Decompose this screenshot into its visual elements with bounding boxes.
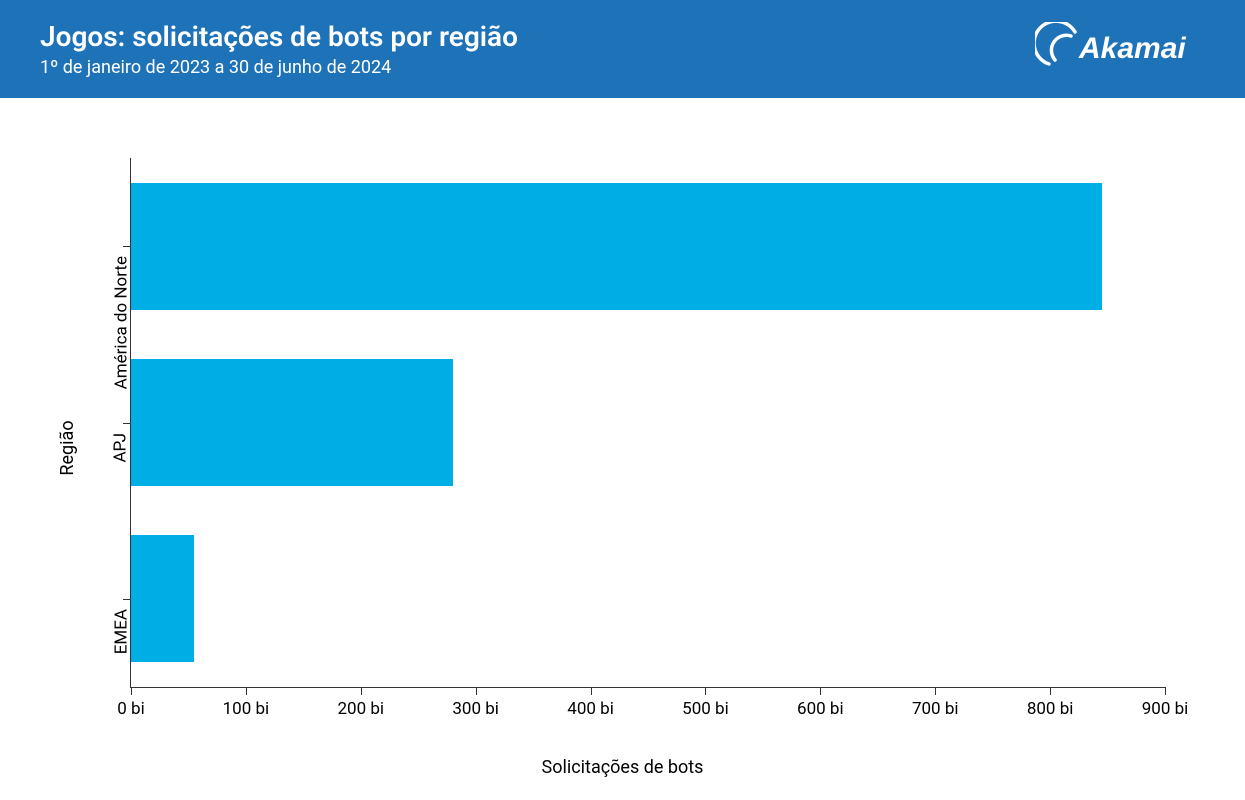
x-tick-mark	[820, 687, 821, 695]
chart-subtitle: 1º de janeiro de 2023 a 30 de junho de 2…	[40, 57, 518, 78]
plot-area: América do NorteAPJEMEA0 bi100 bi200 bi3…	[130, 158, 1165, 688]
bar	[131, 359, 453, 486]
chart-area: Região Solicitações de bots América do N…	[0, 98, 1245, 798]
x-tick-label: 800 bi	[1027, 699, 1074, 719]
x-tick-mark	[131, 687, 132, 695]
chart-title: Jogos: solicitações de bots por região	[40, 20, 518, 53]
akamai-logo-icon: Akamai	[1035, 22, 1205, 76]
chart-header: Jogos: solicitações de bots por região 1…	[0, 0, 1245, 98]
x-tick-mark	[1050, 687, 1051, 695]
x-tick-label: 0 bi	[117, 699, 144, 719]
y-axis-title: Região	[57, 420, 78, 475]
bar	[131, 183, 1102, 310]
x-tick-label: 300 bi	[452, 699, 499, 719]
bar-row	[131, 183, 1102, 310]
bar-row	[131, 535, 194, 662]
x-tick-label: 500 bi	[682, 699, 729, 719]
bar-row	[131, 359, 453, 486]
y-tick-label: APJ	[111, 433, 131, 463]
x-tick-label: 700 bi	[912, 699, 959, 719]
logo-text: Akamai	[1078, 32, 1186, 65]
x-tick-label: 100 bi	[223, 699, 270, 719]
y-tick-mark	[123, 246, 131, 247]
x-axis-title: Solicitações de bots	[542, 757, 704, 778]
x-tick-mark	[705, 687, 706, 695]
x-tick-mark	[246, 687, 247, 695]
y-tick-label: América do Norte	[111, 256, 131, 389]
x-tick-label: 200 bi	[337, 699, 384, 719]
bar	[131, 535, 194, 662]
x-tick-label: 600 bi	[797, 699, 844, 719]
y-tick-mark	[123, 423, 131, 424]
x-tick-mark	[361, 687, 362, 695]
y-tick-mark	[123, 599, 131, 600]
x-tick-label: 400 bi	[567, 699, 614, 719]
header-text-block: Jogos: solicitações de bots por região 1…	[40, 20, 518, 78]
x-tick-label: 900 bi	[1142, 699, 1189, 719]
y-tick-label: EMEA	[111, 609, 131, 654]
x-tick-mark	[1165, 687, 1166, 695]
x-tick-mark	[591, 687, 592, 695]
x-tick-mark	[476, 687, 477, 695]
x-tick-mark	[935, 687, 936, 695]
